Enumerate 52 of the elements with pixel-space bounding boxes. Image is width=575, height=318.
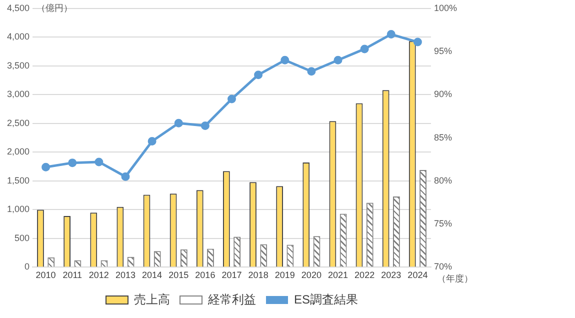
x-tick-label: 2021: [328, 270, 348, 280]
point: [200, 121, 210, 130]
y2-tick-label: 95%: [434, 46, 452, 56]
legend-label: 売上高: [134, 292, 170, 306]
y-tick-label: 3,500: [6, 60, 30, 70]
x-tick-label: 2014: [142, 270, 162, 280]
y-tick-label: 2,000: [6, 146, 30, 157]
point: [307, 67, 316, 76]
point: [280, 56, 290, 64]
y-tick-label: 4,500: [6, 2, 30, 13]
x-tick-label: 2024: [408, 270, 428, 280]
x-tick-label: 2012: [88, 270, 109, 280]
point: [42, 162, 50, 172]
y-tick-label: 0: [24, 262, 30, 272]
point: [254, 70, 263, 80]
point: [228, 94, 236, 104]
y-tick-label: 500: [14, 232, 30, 243]
x-tick-label: 2010: [36, 270, 56, 280]
y-tick-label: 4,000: [6, 32, 30, 42]
y2-tick-label: 80%: [434, 175, 452, 186]
point: [174, 118, 183, 128]
y-tick-label: 1,500: [6, 175, 30, 186]
y2-tick-label: 75%: [434, 218, 452, 229]
x-tick-label: 2015: [168, 270, 189, 280]
x-tick-label: 2023: [381, 270, 402, 280]
y-tick-label: 1,000: [6, 204, 30, 214]
point: [334, 56, 342, 64]
point: [94, 158, 104, 166]
x-tick-label: 2020: [301, 270, 322, 280]
y2-tick-label: 70%: [434, 262, 452, 272]
text: （年度）: [436, 274, 473, 284]
y-tick-label: 3,000: [6, 89, 30, 100]
x-tick-label: 2019: [274, 270, 295, 280]
x-tick-label: 2018: [248, 270, 268, 280]
x-tick-label: 2017: [222, 270, 242, 280]
legend-label: ES調査結果: [294, 292, 358, 306]
x-tick-label: 2022: [354, 270, 375, 280]
legend-label: 経常利益: [206, 292, 256, 306]
point: [413, 38, 422, 46]
x-tick-label: 2013: [115, 270, 136, 280]
point: [68, 158, 77, 168]
point: [148, 137, 156, 146]
point: [386, 30, 396, 39]
x-tick-label: 2011: [62, 270, 82, 280]
y2-tick-label: 100%: [434, 2, 458, 13]
point: [121, 172, 130, 181]
x-tick-label: 2016: [195, 270, 216, 280]
point: [360, 44, 369, 54]
y2-tick-label: 85%: [434, 132, 452, 142]
annotation: （億円）: [36, 2, 73, 13]
y-tick-label: 2,500: [6, 118, 30, 128]
y2-tick-label: 90%: [434, 89, 452, 100]
